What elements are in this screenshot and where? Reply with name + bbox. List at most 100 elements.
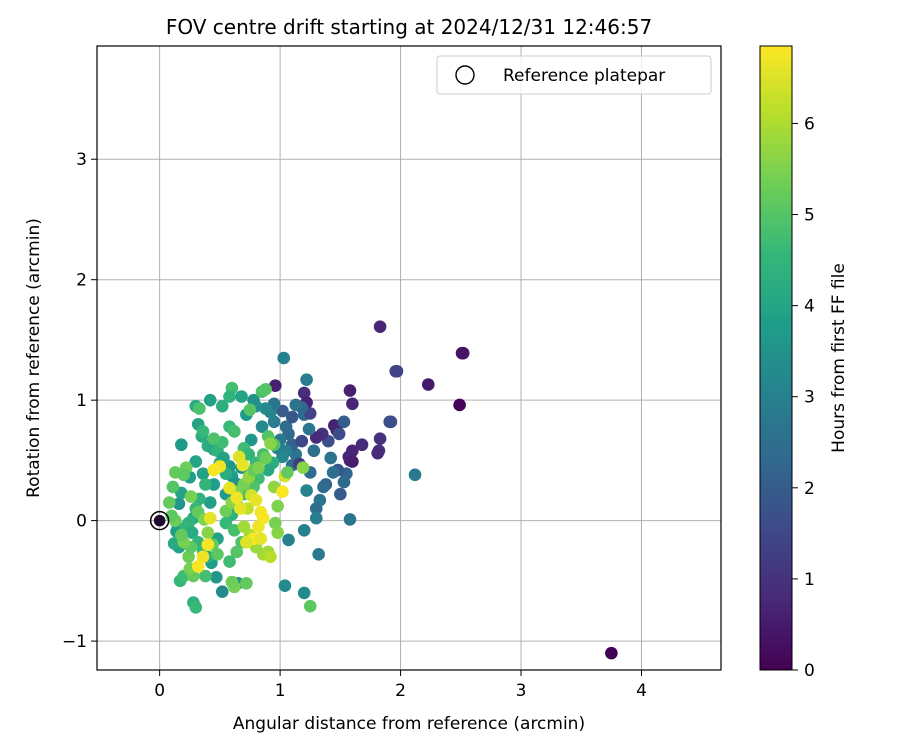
legend-box <box>436 55 712 95</box>
data-point <box>309 511 323 525</box>
data-point <box>249 493 263 507</box>
data-point <box>236 458 250 472</box>
data-point <box>167 537 181 550</box>
data-point <box>408 468 422 482</box>
data-point <box>371 446 384 460</box>
data-point <box>324 451 337 465</box>
data-point <box>285 410 299 424</box>
data-point <box>456 346 470 360</box>
colorbar-tick-label: 6 <box>804 114 815 134</box>
data-point <box>203 393 217 407</box>
data-point <box>254 532 268 545</box>
colorbar-tick-label: 2 <box>804 479 815 499</box>
x-tick-label: 2 <box>395 681 406 701</box>
data-point <box>326 466 340 479</box>
data-point <box>289 398 303 412</box>
data-point <box>276 485 289 499</box>
data-point <box>332 427 346 441</box>
data-point <box>282 533 295 547</box>
data-point <box>259 451 272 465</box>
data-point <box>201 538 215 552</box>
reference-point-ring <box>149 510 170 531</box>
data-point <box>453 398 466 412</box>
data-point <box>309 502 323 515</box>
data-point <box>384 415 398 429</box>
data-point <box>215 399 229 413</box>
data-point <box>259 402 272 415</box>
data-point <box>309 431 323 444</box>
data-point <box>252 461 265 474</box>
data-point <box>300 484 313 497</box>
data-point <box>343 513 357 526</box>
data-point <box>337 415 351 429</box>
y-tick-label: 1 <box>76 391 87 411</box>
data-point <box>223 390 236 403</box>
data-point <box>259 383 272 396</box>
data-point <box>295 434 309 448</box>
colorbar-gradient <box>759 45 793 671</box>
data-point <box>243 403 257 417</box>
data-point <box>421 378 435 391</box>
x-tick-label: 1 <box>275 681 286 701</box>
legend-reference-marker-icon <box>455 65 475 85</box>
data-point <box>264 437 277 450</box>
data-point <box>296 461 310 474</box>
y-tick-label: 3 <box>76 150 87 170</box>
colorbar-label: Hours from first FF file <box>829 263 849 453</box>
data-point <box>312 548 325 561</box>
data-point <box>240 536 253 549</box>
data-point <box>300 373 313 386</box>
data-point <box>389 364 403 378</box>
data-point <box>244 433 258 447</box>
data-point <box>268 516 282 530</box>
data-point <box>230 491 244 505</box>
colorbar: 0 1 2 3 4 5 6 Hours from first FF file <box>759 45 849 681</box>
data-point <box>230 545 244 559</box>
data-point <box>219 516 233 530</box>
data-point <box>302 422 316 436</box>
colorbar-tick-label: 5 <box>804 206 815 226</box>
data-point <box>297 386 311 400</box>
colorbar-tick-label: 3 <box>804 388 815 408</box>
data-point <box>268 379 282 393</box>
x-tick-label: 0 <box>154 681 165 701</box>
y-tick-label: −1 <box>62 632 87 652</box>
data-point <box>252 520 265 533</box>
data-point <box>223 555 236 568</box>
data-point <box>261 463 275 477</box>
data-point <box>175 528 188 542</box>
data-point <box>237 520 251 533</box>
data-point <box>207 432 221 446</box>
colorbar-tick-label: 0 <box>804 661 815 681</box>
data-point <box>234 502 247 515</box>
data-point <box>346 455 359 468</box>
data-point <box>196 467 210 480</box>
data-point <box>267 415 281 429</box>
legend: Reference platepar <box>436 55 712 95</box>
data-point <box>177 468 191 482</box>
data-point <box>199 569 212 583</box>
data-point <box>201 526 215 539</box>
data-point <box>228 523 241 537</box>
reference-marker <box>149 510 170 531</box>
data-point <box>196 550 210 564</box>
reference-point-fill <box>153 514 166 527</box>
data-point <box>223 481 236 495</box>
data-point <box>303 599 317 613</box>
data-point <box>189 601 203 614</box>
data-point <box>337 475 351 489</box>
data-point <box>271 499 284 513</box>
data-point <box>196 425 210 438</box>
data-point <box>373 432 387 446</box>
data-point <box>211 548 224 561</box>
x-tick-label: 3 <box>516 681 527 701</box>
data-point <box>281 466 294 479</box>
y-tick-label: 0 <box>76 512 87 532</box>
data-point <box>343 384 357 397</box>
data-point <box>264 550 277 564</box>
data-point <box>289 448 303 461</box>
data-point <box>276 404 289 418</box>
data-point <box>193 402 206 415</box>
data-point <box>240 576 253 590</box>
data-point <box>166 480 180 494</box>
